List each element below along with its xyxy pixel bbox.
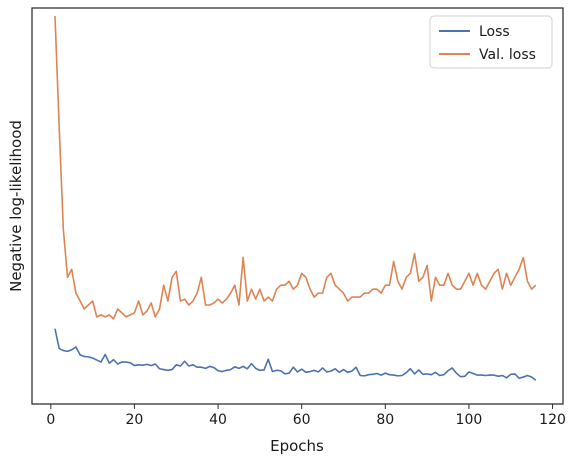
series-lines: [54, 15, 537, 381]
x-tick-label: 20: [126, 412, 144, 428]
x-tick-label: 80: [376, 412, 394, 428]
legend-label-val-loss: Val. loss: [479, 47, 536, 63]
x-tick-label: 60: [293, 412, 311, 428]
x-tick-label: 100: [456, 412, 483, 428]
x-tick-label: 120: [539, 412, 566, 428]
axes: [31, 7, 564, 405]
legend-label-loss: Loss: [479, 24, 510, 40]
x-tick-label: 0: [46, 412, 55, 428]
x-axis-label: Epochs: [270, 437, 324, 455]
axes-frame: [31, 7, 564, 405]
series-line-loss: [54, 328, 537, 381]
x-tick-label: 40: [209, 412, 227, 428]
y-axis-label: Negative log-likelihood: [7, 120, 25, 292]
x-axis-ticks: 0 20 40 60 80 100 120: [46, 404, 566, 428]
legend: Loss Val. loss: [429, 15, 553, 69]
series-line-val-loss: [54, 15, 537, 320]
